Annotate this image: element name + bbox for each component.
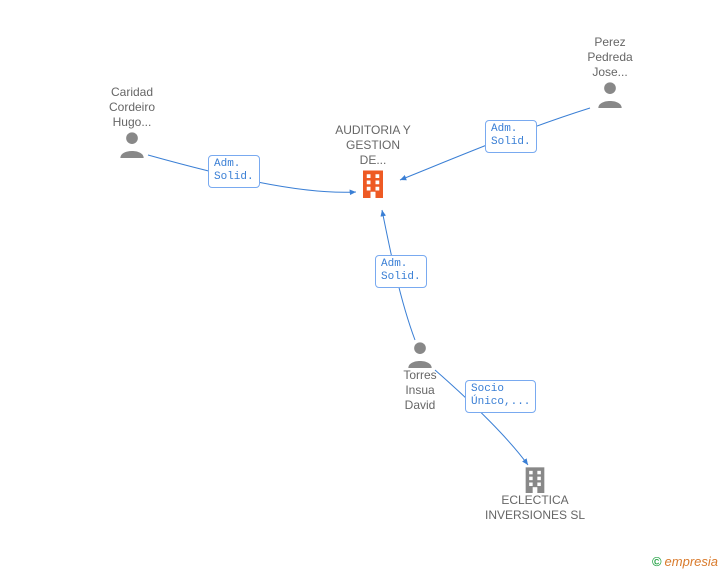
person-icon [118, 130, 146, 158]
watermark: ©empresia [652, 554, 718, 569]
node-label: ECLECTICA INVERSIONES SL [480, 493, 590, 523]
node-person-torres[interactable]: Torres Insua David [390, 340, 450, 413]
node-label: Caridad Cordeiro Hugo... [97, 85, 167, 130]
building-icon [521, 465, 549, 493]
node-label: Torres Insua David [390, 368, 450, 413]
person-icon [596, 80, 624, 108]
person-icon [406, 340, 434, 368]
node-person-perez[interactable]: Perez Pedreda Jose... [575, 35, 645, 108]
edge-label-perez: Adm. Solid. [485, 120, 537, 153]
node-label: Perez Pedreda Jose... [575, 35, 645, 80]
node-person-caridad[interactable]: Caridad Cordeiro Hugo... [97, 85, 167, 158]
edge-label-torres-eclectica: Socio Único,... [465, 380, 536, 413]
copyright-symbol: © [652, 554, 662, 569]
edge-label-torres-center: Adm. Solid. [375, 255, 427, 288]
node-company-auditoria[interactable]: AUDITORIA Y GESTION DE... [333, 123, 413, 198]
building-icon [358, 168, 388, 198]
node-company-eclectica[interactable]: ECLECTICA INVERSIONES SL [480, 465, 590, 523]
diagram-canvas: AUDITORIA Y GESTION DE... Caridad Cordei… [0, 0, 728, 575]
watermark-text: empresia [665, 554, 718, 569]
edge-label-caridad: Adm. Solid. [208, 155, 260, 188]
node-label: AUDITORIA Y GESTION DE... [333, 123, 413, 168]
